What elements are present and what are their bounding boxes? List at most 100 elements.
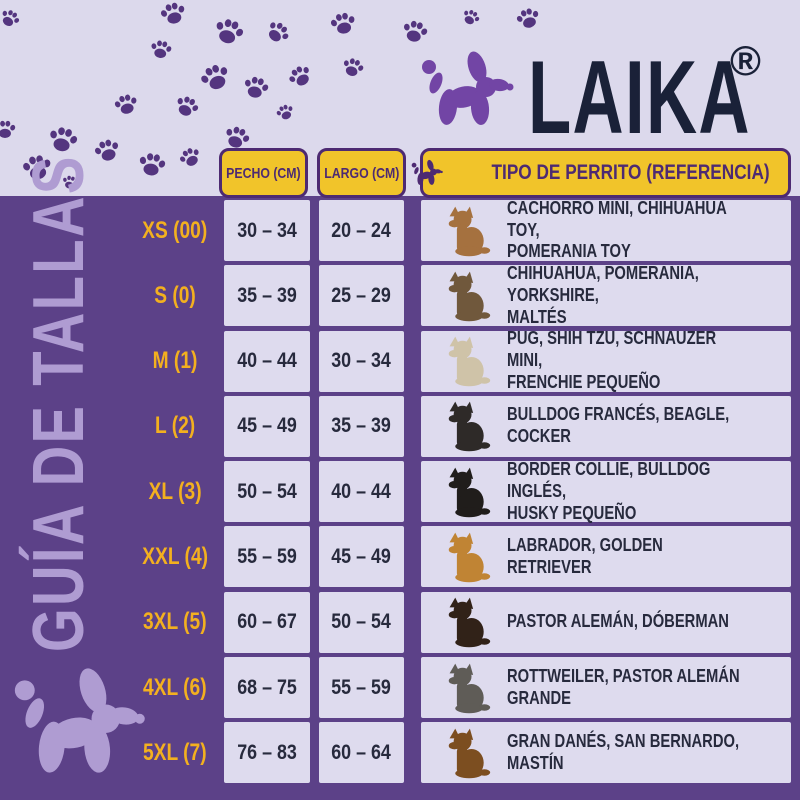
length-value: 60 – 64 [331,740,392,764]
breed-cell: PUG, SHIH TZU, SCHNAUZER MINI, FRENCHIE … [421,328,791,393]
size-label-text: XL (3) [148,477,202,505]
size-label: L (2) [135,396,215,457]
paw-print-icon [0,118,16,140]
size-label-text: M (1) [152,347,198,375]
size-label-text: L (2) [154,412,196,440]
table-row: XS (00) 30 – 34 20 – 24 CACHORRO MINI, C… [135,197,791,262]
paw-print-icon [0,4,24,31]
length-value: 50 – 54 [331,610,392,634]
chest-cell: 60 – 67 [224,591,310,653]
chest-value: 55 – 59 [237,544,297,568]
length-cell: 30 – 34 [319,330,404,392]
size-label-text: 4XL (6) [143,673,207,701]
column-header-breed: TIPO DE PERRITO (REFERENCIA) [420,148,791,198]
table-row: L (2) 45 – 49 35 – 39 BULLDOG FRANCÉS, B… [135,395,791,457]
paw-print-icon [273,100,296,123]
size-label: M (1) [135,331,215,392]
dog-icon-shih-tzu [439,334,491,388]
size-label-text: 5XL (7) [143,738,207,766]
breed-list: PUG, SHIH TZU, SCHNAUZER MINI, FRENCHIE … [507,328,717,393]
size-label: S (0) [135,265,215,326]
chest-value: 76 – 83 [237,740,297,764]
dog-icon-golden-retriever [439,530,491,584]
table-row: 3XL (5) 60 – 67 50 – 54 PASTOR ALEMÁN, D… [135,591,791,653]
chest-cell: 30 – 34 [224,200,310,261]
paw-print-icon [136,148,168,180]
chest-value: 60 – 67 [237,610,297,634]
dog-icon-yorkshire-terrier [439,269,491,323]
chest-value: 68 – 75 [237,675,297,699]
dog-icon-rottweiler [439,661,491,715]
paw-print-icon [240,71,272,103]
column-header-breed-label: TIPO DE PERRITO (REFERENCIA) [491,161,770,184]
breed-list: CACHORRO MINI, CHIHUAHUA TOY, POMERANIA … [507,197,727,262]
balloon-dog-icon [411,157,445,189]
table-row: S (0) 35 – 39 25 – 29 CHIHUAHUA, POMERAN… [135,262,791,327]
paw-print-icon [459,5,483,29]
dog-photo [437,530,493,584]
breed-cell: LABRADOR, GOLDEN RETRIEVER [421,526,791,588]
dog-photo [437,726,493,780]
length-cell: 35 – 39 [319,395,404,457]
paw-print-icon [339,53,367,81]
breed-cell: ROTTWEILER, PASTOR ALEMÁN GRANDE [421,657,791,719]
size-label: XL (3) [135,461,215,522]
breed-list: BORDER COLLIE, BULLDOG INGLÉS, HUSKY PEQ… [507,458,711,523]
chest-cell: 45 – 49 [224,395,310,457]
length-cell: 40 – 44 [319,461,404,523]
table-row: XXL (4) 55 – 59 45 – 49 LABRADOR, GOLDEN… [135,526,791,588]
paw-print-icon [195,57,235,97]
length-cell: 50 – 54 [319,591,404,653]
dog-photo [437,204,493,258]
length-cell: 60 – 64 [319,722,404,784]
chest-value: 35 – 39 [237,283,297,307]
dog-photo [437,595,493,649]
registered-trademark-symbol: ® [730,37,761,84]
size-label: 3XL (5) [135,592,215,653]
page-title: GUÍA DE TALLAS [19,154,99,652]
chest-cell: 76 – 83 [224,722,310,784]
breed-list: CHIHUAHUA, POMERANIA, YORKSHIRE, MALTÉS [507,262,699,327]
table-row: 4XL (6) 68 – 75 55 – 59 ROTTWEILER, PAST… [135,657,791,719]
size-label: XS (00) [135,200,215,261]
breed-list: BULLDOG FRANCÉS, BEAGLE, COCKER [507,404,730,447]
dog-icon-chihuahua [439,204,491,258]
paw-print-icon [111,89,140,118]
chest-cell: 40 – 44 [224,330,310,392]
chest-value: 30 – 34 [237,218,297,242]
dog-icon-french-bulldog [439,399,491,453]
length-cell: 55 – 59 [319,657,404,719]
chest-value: 40 – 44 [237,349,297,373]
dog-photo [437,334,493,388]
length-value: 25 – 29 [331,283,392,307]
size-label-text: 3XL (5) [143,608,207,636]
column-header-length-label: LARGO (CM) [323,164,400,182]
balloon-dog-icon [12,658,154,788]
breed-cell: BULLDOG FRANCÉS, BEAGLE, COCKER [421,395,791,457]
paw-print-icon [148,36,173,61]
size-label-text: S (0) [154,281,196,309]
dog-photo [437,399,493,453]
dog-icon-doberman [439,595,491,649]
table-row: 5XL (7) 76 – 83 60 – 64 GRAN DANÉS, SAN … [135,722,791,784]
dog-photo [437,269,493,323]
breed-cell: GRAN DANÉS, SAN BERNARDO, MASTÍN [421,722,791,784]
size-label-text: XXL (4) [142,542,208,570]
length-cell: 25 – 29 [319,265,404,327]
breed-cell: CACHORRO MINI, CHIHUAHUA TOY, POMERANIA … [421,197,791,262]
paw-print-icon [513,3,543,33]
table-row: M (1) 40 – 44 30 – 34 PUG, SHIH TZU, SCH… [135,328,791,393]
paw-print-icon [328,8,359,39]
size-table: XS (00) 30 – 34 20 – 24 CACHORRO MINI, C… [135,197,791,788]
chest-value: 50 – 54 [237,479,297,503]
size-label: 4XL (6) [135,657,215,718]
breed-list: GRAN DANÉS, SAN BERNARDO, MASTÍN [507,730,740,773]
brand-name: LAIKA [528,40,751,156]
paw-print-icon [171,90,203,122]
table-row: XL (3) 50 – 54 40 – 44 BORDER COLLIE, BU… [135,458,791,523]
paw-print-icon [45,121,81,157]
dog-photo [437,661,493,715]
chest-value: 45 – 49 [237,414,297,438]
dog-icon-mastiff [439,726,491,780]
